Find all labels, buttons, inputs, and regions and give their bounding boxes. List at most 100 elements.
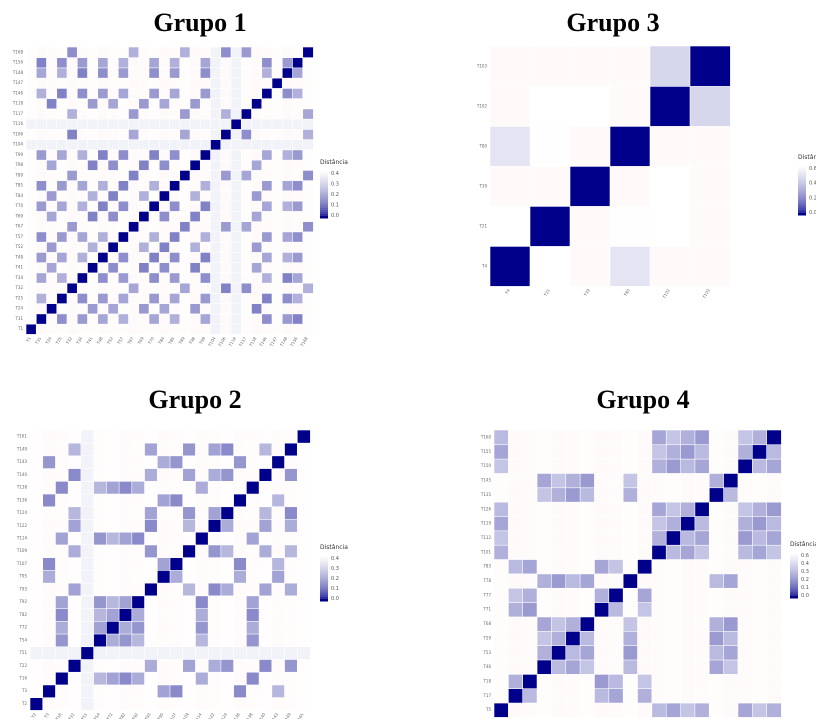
heatmap-cell	[680, 530, 696, 546]
panel-title: Grupo 4	[596, 385, 690, 414]
heatmap-cell	[251, 251, 263, 263]
x-tick-label: T140	[256, 712, 266, 719]
y-tick-label: T135	[480, 492, 492, 497]
heatmap-cell	[107, 108, 119, 120]
heatmap-cell	[608, 515, 624, 532]
heatmap-cell	[708, 616, 725, 632]
heatmap-cell	[737, 472, 754, 489]
heatmap-cell	[292, 77, 304, 89]
heatmap-cell	[56, 56, 68, 69]
heatmap-cell	[56, 241, 68, 253]
heatmap-cell	[138, 108, 150, 120]
x-tick-label: T122	[206, 712, 216, 719]
heatmap-cell	[80, 582, 95, 597]
heatmap-cell	[296, 518, 311, 533]
heatmap-cell	[220, 261, 232, 274]
heatmap-cell	[29, 455, 44, 469]
heatmap-cell	[665, 601, 682, 618]
heatmap-cell	[708, 659, 725, 675]
heatmap-cell	[117, 231, 130, 243]
y-tick-label: T146	[12, 90, 24, 95]
heatmap-cell	[536, 458, 553, 474]
heatmap-cell	[156, 671, 171, 686]
heatmap-cell	[258, 620, 273, 635]
heatmap-cell	[56, 46, 68, 58]
heatmap-cell	[220, 467, 235, 482]
heatmap-cell	[579, 429, 596, 446]
heatmap-cell	[246, 544, 260, 558]
heatmap-cell	[651, 687, 667, 704]
heatmap-cell	[117, 108, 130, 120]
heatmap-cell	[66, 118, 78, 130]
heatmap-cell	[25, 231, 37, 243]
heatmap-cell	[258, 531, 273, 546]
heatmap-cell	[292, 292, 304, 304]
legend-gradient-step	[790, 575, 798, 578]
heatmap-cell	[737, 558, 754, 575]
heatmap-cell	[594, 587, 610, 603]
heatmap-cell	[220, 455, 235, 469]
y-tick-label: T150	[480, 463, 492, 468]
heatmap-cell	[106, 442, 120, 457]
heatmap-cell	[106, 531, 120, 546]
heatmap-cell	[76, 323, 89, 335]
legend-tick-label: 0.0	[801, 593, 809, 599]
legend-gradient-step	[790, 565, 798, 568]
heatmap-cell	[179, 138, 191, 151]
heatmap-cell	[220, 313, 232, 325]
heatmap-cell	[522, 673, 538, 690]
heatmap-cell	[536, 644, 553, 661]
heatmap-cell	[246, 595, 260, 609]
heatmap-cell	[25, 220, 37, 233]
heatmap-cell	[76, 313, 89, 325]
heatmap-cell	[138, 292, 150, 304]
heatmap-cell	[131, 696, 146, 711]
y-tick-label: T155	[480, 449, 492, 454]
heatmap-cell	[189, 118, 201, 130]
heatmap-cell	[169, 179, 181, 192]
heatmap-cell	[55, 569, 69, 584]
heatmap-cell	[148, 56, 160, 69]
heatmap-cell	[138, 46, 150, 58]
heatmap-cell	[261, 46, 273, 58]
heatmap-cell	[565, 458, 581, 474]
heatmap-cell	[493, 673, 510, 690]
heatmap-cell	[182, 569, 197, 584]
heatmap-cell	[651, 472, 667, 489]
y-tick-label: T117	[12, 111, 24, 116]
heatmap-cell	[609, 85, 651, 127]
heatmap-cell	[536, 429, 553, 446]
heatmap-cell	[76, 220, 89, 233]
heatmap-cell	[302, 169, 314, 181]
panel-grupo-3: Grupo 3 T4 T4 T21 T21 T39 T39 T80 T80 T102 T102 T1…	[408, 0, 816, 360]
heatmap-cell	[281, 190, 294, 202]
heatmap-cell	[680, 687, 696, 704]
heatmap-cell	[723, 544, 739, 560]
heatmap-cell	[302, 77, 314, 89]
heatmap-cell	[508, 558, 524, 575]
heatmap-cell	[76, 261, 89, 274]
heatmap-cell	[87, 220, 99, 233]
y-tick-label: T72	[18, 625, 27, 630]
heatmap-cell	[508, 458, 524, 474]
x-tick-label: T147	[268, 336, 278, 348]
heatmap-cell	[35, 313, 48, 325]
heatmap-cell	[67, 684, 82, 698]
heatmap-cell	[56, 179, 68, 192]
heatmap-cell	[107, 67, 119, 79]
heatmap-cell	[751, 587, 768, 603]
legend-gradient-step	[320, 188, 328, 191]
heatmap-cell	[144, 684, 158, 698]
heatmap-cell	[67, 646, 82, 660]
heatmap-cell	[138, 159, 150, 171]
heatmap-cell	[179, 241, 191, 253]
heatmap-cell	[107, 200, 119, 212]
heatmap-cell	[87, 138, 99, 151]
legend-gradient-step	[790, 552, 798, 555]
heatmap-cell	[723, 472, 739, 489]
heatmap-cell	[42, 556, 57, 571]
heatmap-cell	[296, 671, 311, 686]
heatmap-cell	[493, 558, 510, 575]
heatmap-cell	[148, 231, 160, 243]
heatmap-cell	[66, 282, 78, 294]
